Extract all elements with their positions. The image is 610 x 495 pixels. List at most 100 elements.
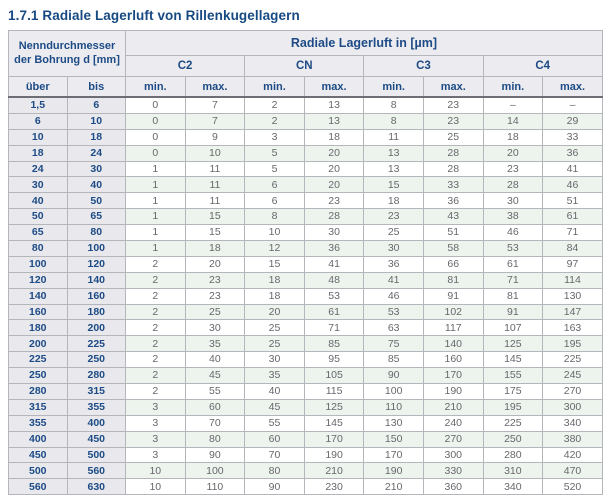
clearance-value-cell: 25 bbox=[422, 128, 484, 146]
clearance-value-cell: 110 bbox=[184, 478, 246, 495]
table-row: 10 18 0 9 3 18 11 25 18 33 bbox=[8, 128, 603, 146]
clearance-class-c2: C2 bbox=[124, 55, 246, 77]
clearance-value-cell: 210 bbox=[422, 398, 484, 416]
bore-diameter-cell: 50 bbox=[8, 208, 68, 226]
bore-diameter-cell: 315 bbox=[8, 398, 68, 416]
clearance-value-cell: 110 bbox=[363, 398, 424, 416]
table-row: 6 10 0 7 2 13 8 23 14 29 bbox=[8, 112, 603, 130]
bore-diameter-cell: 1,5 bbox=[8, 96, 68, 114]
clearance-value-cell: 41 bbox=[363, 271, 424, 289]
clearance-value-cell: 100 bbox=[184, 462, 246, 480]
table-row: 80 100 1 18 12 36 30 58 53 84 bbox=[8, 240, 603, 257]
bore-diameter-cell: 40 bbox=[8, 192, 68, 210]
clearance-value-cell: 520 bbox=[542, 478, 603, 495]
clearance-value-cell: 3 bbox=[244, 128, 305, 146]
col-header-cn-min: min. bbox=[244, 76, 305, 98]
bore-diameter-cell: 355 bbox=[66, 398, 126, 416]
table-row: 18 24 0 10 5 20 13 28 20 36 bbox=[8, 144, 603, 162]
clearance-value-cell: 30 bbox=[184, 319, 246, 337]
clearance-value-cell: 55 bbox=[184, 383, 246, 400]
clearance-value-cell: 2 bbox=[125, 303, 186, 321]
clearance-value-cell: 80 bbox=[184, 430, 246, 448]
bore-diameter-cell: 280 bbox=[8, 383, 68, 400]
clearance-value-cell: 13 bbox=[363, 160, 424, 178]
clearance-value-cell: 5 bbox=[244, 144, 305, 162]
clearance-value-cell: 150 bbox=[363, 430, 424, 448]
clearance-value-cell: 35 bbox=[244, 367, 305, 385]
clearance-value-cell: 10 bbox=[184, 144, 246, 162]
clearance-value-cell: 81 bbox=[482, 287, 544, 305]
clearance-value-cell: 30 bbox=[303, 224, 365, 242]
clearance-value-cell: 41 bbox=[542, 160, 603, 178]
clearance-value-cell: 175 bbox=[482, 383, 544, 400]
bore-diameter-cell: 100 bbox=[8, 255, 68, 273]
clearance-value-cell: 0 bbox=[125, 112, 186, 130]
clearance-value-cell: 70 bbox=[244, 446, 305, 464]
clearance-value-cell: 23 bbox=[482, 160, 544, 178]
table-row: 160 180 2 25 20 61 53 102 91 147 bbox=[8, 303, 603, 321]
clearance-value-cell: 170 bbox=[363, 446, 424, 464]
clearance-value-cell: 330 bbox=[422, 462, 484, 480]
bore-diameter-cell: 225 bbox=[66, 335, 126, 353]
col-header-over: über bbox=[8, 76, 68, 98]
table-row: 65 80 1 15 10 30 25 51 46 71 bbox=[8, 224, 603, 242]
clearance-value-cell: 11 bbox=[184, 176, 246, 194]
bore-diameter-cell: 160 bbox=[8, 303, 68, 321]
clearance-value-cell: 225 bbox=[542, 351, 603, 369]
clearance-value-cell: 51 bbox=[422, 224, 484, 242]
clearance-value-cell: 8 bbox=[244, 208, 305, 226]
bore-diameter-cell: 140 bbox=[66, 271, 126, 289]
clearance-value-cell: 18 bbox=[184, 240, 246, 257]
clearance-value-cell: 195 bbox=[482, 398, 544, 416]
clearance-value-cell: 2 bbox=[125, 351, 186, 369]
clearance-value-cell: 10 bbox=[244, 224, 305, 242]
clearance-value-cell: 2 bbox=[125, 383, 186, 400]
clearance-value-cell: 25 bbox=[244, 319, 305, 337]
clearance-value-cell: 7 bbox=[184, 96, 246, 114]
clearance-value-cell: 30 bbox=[363, 240, 424, 257]
clearance-value-cell: 107 bbox=[482, 319, 544, 337]
clearance-value-cell: 80 bbox=[244, 462, 305, 480]
clearance-value-cell: 3 bbox=[125, 430, 186, 448]
clearance-value-cell: 23 bbox=[184, 271, 246, 289]
bore-diameter-cell: 10 bbox=[66, 112, 126, 130]
clearance-value-cell: 58 bbox=[422, 240, 484, 257]
clearance-value-cell: 90 bbox=[244, 478, 305, 495]
clearance-value-cell: 190 bbox=[363, 462, 424, 480]
clearance-value-cell: 0 bbox=[125, 96, 186, 114]
clearance-value-cell: 163 bbox=[542, 319, 603, 337]
clearance-value-cell: 1 bbox=[125, 240, 186, 257]
table-row: 180 200 2 30 25 71 63 117 107 163 bbox=[8, 319, 603, 337]
clearance-value-cell: 11 bbox=[363, 128, 424, 146]
clearance-value-cell: 46 bbox=[542, 176, 603, 194]
clearance-value-cell: 3 bbox=[125, 398, 186, 416]
clearance-value-cell: 23 bbox=[422, 96, 484, 114]
clearance-value-cell: 51 bbox=[542, 192, 603, 210]
clearance-value-cell: 20 bbox=[303, 160, 365, 178]
table-row: 315 355 3 60 45 125 110 210 195 300 bbox=[8, 398, 603, 416]
clearance-value-cell: 20 bbox=[244, 303, 305, 321]
clearance-value-cell: 23 bbox=[303, 192, 365, 210]
clearance-value-cell: 12 bbox=[244, 240, 305, 257]
clearance-value-cell: 91 bbox=[422, 287, 484, 305]
bore-diameter-cell: 200 bbox=[66, 319, 126, 337]
table-row: 30 40 1 11 6 20 15 33 28 46 bbox=[8, 176, 603, 194]
clearance-value-cell: 40 bbox=[184, 351, 246, 369]
clearance-value-cell: 125 bbox=[482, 335, 544, 353]
bearing-clearance-table: Nenndurchmesser der Bohrung d [mm] Radia… bbox=[8, 30, 603, 495]
clearance-value-cell: 105 bbox=[303, 367, 365, 385]
clearance-value-cell: 60 bbox=[184, 398, 246, 416]
bore-diameter-cell: 30 bbox=[66, 160, 126, 178]
table-row: 355 400 3 70 55 145 130 240 225 340 bbox=[8, 414, 603, 432]
clearance-value-cell: 71 bbox=[303, 319, 365, 337]
clearance-value-cell: 97 bbox=[542, 255, 603, 273]
table-row: 560 630 10 110 90 230 210 360 340 520 bbox=[8, 478, 603, 495]
clearance-value-cell: 245 bbox=[542, 367, 603, 385]
table-row: 120 140 2 23 18 48 41 81 71 114 bbox=[8, 271, 603, 289]
bore-diameter-cell: 6 bbox=[66, 96, 126, 114]
clearance-value-cell: 15 bbox=[184, 208, 246, 226]
clearance-value-cell: 117 bbox=[422, 319, 484, 337]
clearance-value-cell: 20 bbox=[184, 255, 246, 273]
clearance-value-cell: 95 bbox=[303, 351, 365, 369]
